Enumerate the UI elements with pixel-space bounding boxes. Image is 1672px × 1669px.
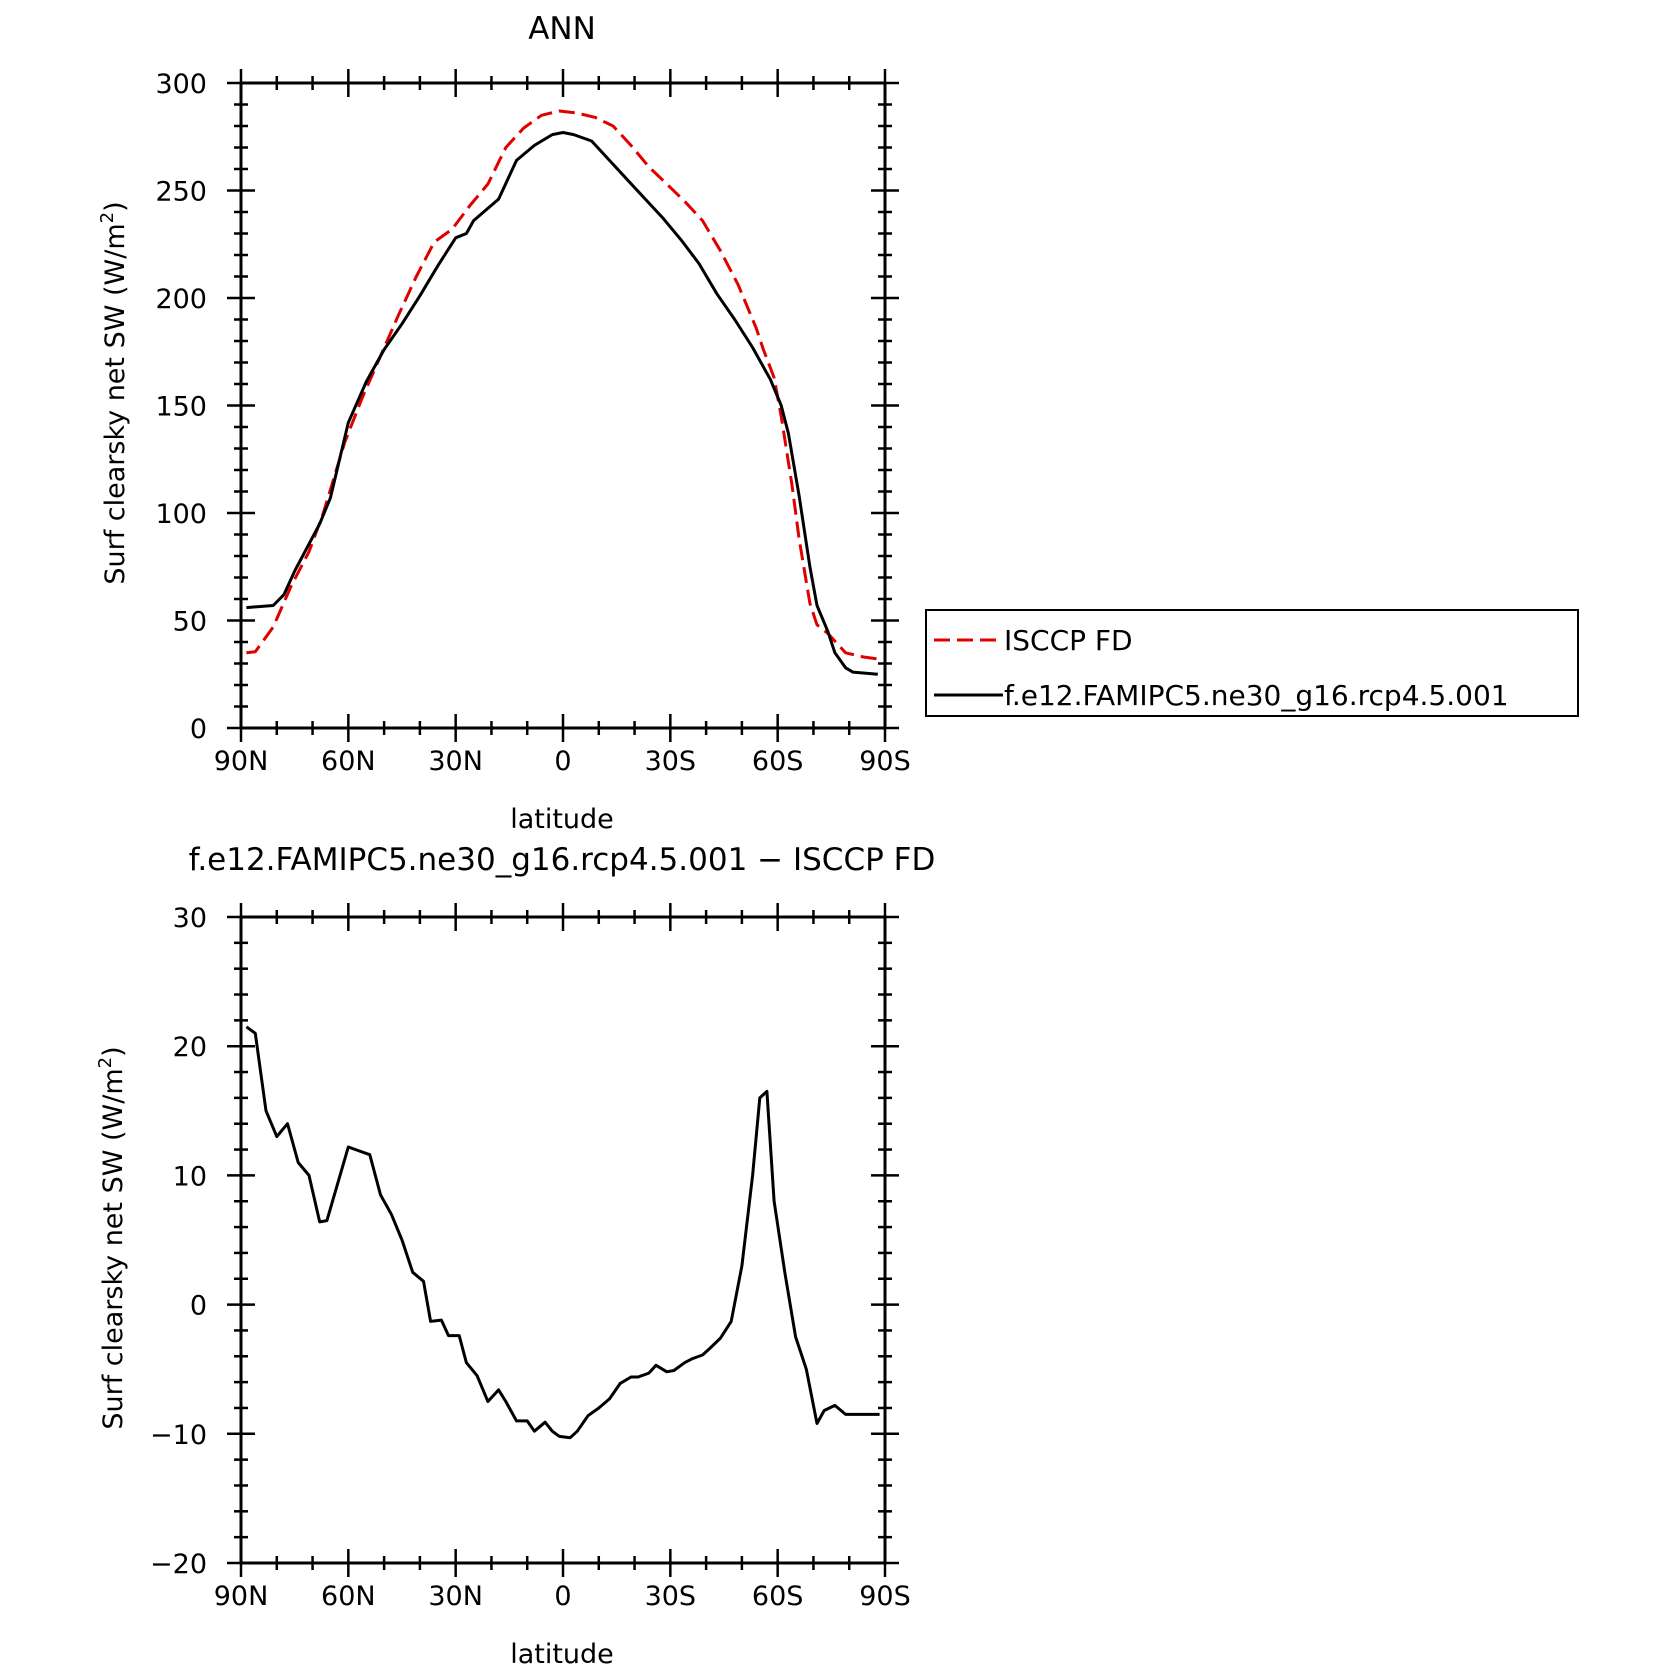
tick-marks (227, 69, 899, 742)
y-tick-label: 250 (155, 177, 207, 208)
x-tick-label: 90S (859, 1581, 911, 1612)
zonal-mean-chart: ANN Surf clearsky net SW (W/m2) latitude… (97, 11, 911, 835)
svg-text:Surf clearsky net SW (W/m2): Surf clearsky net SW (W/m2) (97, 201, 131, 584)
y-tick-label: −20 (150, 1549, 207, 1580)
chart-title: f.e12.FAMIPC5.ne30_g16.rcp4.5.001 − ISCC… (189, 842, 936, 878)
y-axis-label: Surf clearsky net SW (W/m2) (95, 1046, 129, 1429)
y-tick-label: 0 (190, 714, 207, 745)
series-line-f-e12-famipc5-ne30-g16-rcp4-5-001 (246, 131, 878, 676)
tick-marks (227, 903, 899, 1577)
y-tick-label: 150 (155, 392, 207, 423)
x-axis-label: latitude (510, 1639, 614, 1669)
x-tick-label: 60S (752, 1581, 804, 1612)
x-tick-label: 60N (321, 1581, 376, 1612)
plot-frame (239, 915, 887, 1565)
legend-label-model: f.e12.FAMIPC5.ne30_g16.rcp4.5.001 (1004, 679, 1509, 712)
x-tick-label: 0 (554, 746, 571, 777)
y-tick-label: 20 (173, 1032, 207, 1063)
legend-label-isccp-fd: ISCCP FD (1004, 624, 1133, 657)
tick-labels: 90N 60N 30N 0 30S 60S 90S 0 50 100 150 200 250 300 (155, 69, 910, 777)
x-tick-label: 90N (214, 1581, 269, 1612)
y-tick-label: −10 (150, 1420, 207, 1451)
y-tick-label: 300 (155, 69, 207, 100)
chart-title: ANN (528, 11, 596, 47)
x-tick-label: 60S (752, 746, 804, 777)
y-axis-label: Surf clearsky net SW (W/m2) (97, 201, 131, 584)
y-tick-label: 30 (173, 903, 207, 934)
difference-chart: f.e12.FAMIPC5.ne30_g16.rcp4.5.001 − ISCC… (95, 842, 935, 1669)
x-tick-label: 90S (859, 746, 911, 777)
y-tick-label: 10 (173, 1161, 207, 1192)
x-tick-label: 30S (645, 1581, 697, 1612)
plot-frame (239, 81, 887, 730)
series-lines (245, 1025, 880, 1440)
series-line-isccp-fd (246, 109, 880, 661)
x-axis-label: latitude (510, 804, 614, 835)
svg-text:Surf clearsky net SW (W/m2): Surf clearsky net SW (W/m2) (95, 1046, 129, 1429)
y-tick-label: 0 (190, 1291, 207, 1322)
x-tick-label: 90N (214, 746, 269, 777)
x-tick-label: 60N (321, 746, 376, 777)
legend-box (925, 609, 1579, 717)
legend: ISCCP FD f.e12.FAMIPC5.ne30_g16.rcp4.5.0… (925, 609, 1579, 717)
y-tick-label: 200 (155, 284, 207, 315)
x-tick-label: 30S (645, 746, 697, 777)
y-tick-label: 50 (173, 607, 207, 638)
y-tick-label: 100 (155, 499, 207, 530)
tick-labels: 90N 60N 30N 0 30S 60S 90S −20 −10 0 10 20 30 (150, 903, 911, 1612)
x-tick-label: 30N (428, 746, 483, 777)
series-lines (246, 109, 880, 676)
x-tick-label: 0 (554, 1581, 571, 1612)
series-line-difference-0 (245, 1025, 880, 1440)
x-tick-label: 30N (428, 1581, 483, 1612)
